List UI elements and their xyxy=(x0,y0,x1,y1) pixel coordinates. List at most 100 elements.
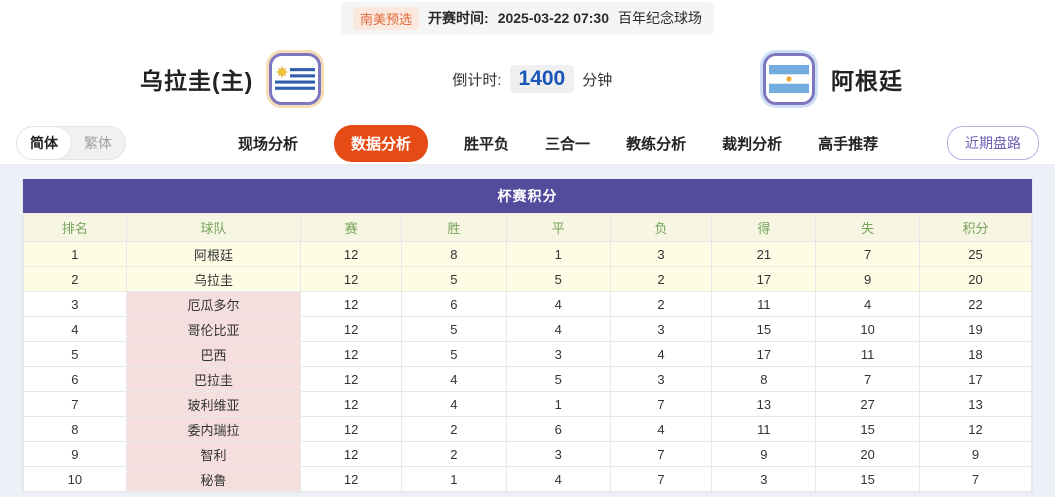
stat-cell: 17 xyxy=(711,266,817,292)
team-cell: 秘鲁 xyxy=(125,466,302,492)
stat-cell: 2 xyxy=(609,291,713,317)
lang-traditional[interactable]: 繁体 xyxy=(84,135,112,151)
stat-cell: 15 xyxy=(711,316,817,342)
venue: 百年纪念球场 xyxy=(618,10,702,26)
away-team-name: 阿根廷 xyxy=(831,68,903,94)
rank-cell: 6 xyxy=(23,366,127,392)
table-row: 4 哥伦比亚 12 5 4 3 15 10 19 xyxy=(23,316,1032,342)
stat-cell: 20 xyxy=(815,441,921,467)
countdown-unit: 分钟 xyxy=(582,71,613,89)
rank-cell: 5 xyxy=(23,341,127,367)
team-cell: 乌拉圭 xyxy=(125,266,302,292)
stat-cell: 3 xyxy=(505,341,611,367)
team-cell: 巴西 xyxy=(125,341,302,367)
stat-cell: 7 xyxy=(609,391,713,417)
stat-cell: 3 xyxy=(609,366,713,392)
rank-cell: 4 xyxy=(23,316,127,342)
standings-body: 1 阿根廷 12 8 1 3 21 7 25 2 乌拉圭 12 5 5 2 17 9 20 3 厄瓜多尔 12 6 4 2 11… xyxy=(23,241,1032,492)
stat-cell: 7 xyxy=(815,366,921,392)
stat-cell: 11 xyxy=(711,291,817,317)
column-header: 赛 xyxy=(300,213,402,242)
lang-simplified[interactable]: 简体 xyxy=(17,127,71,159)
column-header: 胜 xyxy=(400,213,507,242)
argentina-flag-icon xyxy=(763,53,815,105)
tab-3[interactable]: 胜平负 xyxy=(464,133,509,154)
stat-cell: 5 xyxy=(505,366,611,392)
match-header: 乌拉圭(主) 倒计时: 1400 分钟 xyxy=(0,36,1055,122)
column-header: 积分 xyxy=(919,213,1032,242)
stat-cell: 5 xyxy=(505,266,611,292)
stat-cell: 1 xyxy=(505,241,611,267)
column-header: 平 xyxy=(505,213,611,242)
stat-cell: 7 xyxy=(919,466,1032,492)
rank-cell: 8 xyxy=(23,416,127,442)
stat-cell: 12 xyxy=(300,466,402,492)
stat-cell: 4 xyxy=(505,291,611,317)
recent-odds-button[interactable]: 近期盘路 xyxy=(947,126,1039,160)
team-cell: 巴拉圭 xyxy=(125,366,302,392)
nav-bar: 简体 繁体 现场分析 数据分析 胜平负 三合一 教练分析 裁判分析 高手推荐 近期盘路 xyxy=(0,122,1055,165)
kickoff-label: 开赛时间: xyxy=(428,10,489,26)
column-header: 负 xyxy=(609,213,713,242)
table-row: 1 阿根廷 12 8 1 3 21 7 25 xyxy=(23,241,1032,267)
stat-cell: 3 xyxy=(505,441,611,467)
stat-cell: 17 xyxy=(919,366,1032,392)
stat-cell: 4 xyxy=(609,416,713,442)
tab-5[interactable]: 教练分析 xyxy=(626,133,686,154)
stat-cell: 2 xyxy=(400,416,507,442)
table-row: 7 玻利维亚 12 4 1 7 13 27 13 xyxy=(23,391,1032,417)
team-cell: 智利 xyxy=(125,441,302,467)
stat-cell: 7 xyxy=(609,441,713,467)
stat-cell: 12 xyxy=(300,316,402,342)
stat-cell: 21 xyxy=(711,241,817,267)
stat-cell: 1 xyxy=(505,391,611,417)
stat-cell: 11 xyxy=(815,341,921,367)
tab-1[interactable]: 现场分析 xyxy=(238,133,298,154)
language-toggle[interactable]: 简体 繁体 xyxy=(16,126,126,160)
countdown-label: 倒计时: xyxy=(452,71,502,89)
team-cell: 委内瑞拉 xyxy=(125,416,302,442)
home-team-name: 乌拉圭(主) xyxy=(140,68,254,94)
team-cell: 阿根廷 xyxy=(125,241,302,267)
stat-cell: 1 xyxy=(400,466,507,492)
stat-cell: 15 xyxy=(815,416,921,442)
stat-cell: 2 xyxy=(609,266,713,292)
stat-cell: 10 xyxy=(815,316,921,342)
column-header: 球队 xyxy=(125,213,302,242)
stat-cell: 11 xyxy=(711,416,817,442)
team-cell: 玻利维亚 xyxy=(125,391,302,417)
stat-cell: 4 xyxy=(505,466,611,492)
stat-cell: 12 xyxy=(300,441,402,467)
stat-cell: 12 xyxy=(300,416,402,442)
stat-cell: 5 xyxy=(400,266,507,292)
header-row: 排名 球队赛胜平负得失积分 xyxy=(23,213,1032,242)
table-row: 2 乌拉圭 12 5 5 2 17 9 20 xyxy=(23,266,1032,292)
stat-cell: 5 xyxy=(400,341,507,367)
stat-cell: 13 xyxy=(711,391,817,417)
stat-cell: 12 xyxy=(300,391,402,417)
stat-cell: 2 xyxy=(400,441,507,467)
stat-cell: 6 xyxy=(400,291,507,317)
table-row: 9 智利 12 2 3 7 9 20 9 xyxy=(23,441,1032,467)
stat-cell: 3 xyxy=(609,316,713,342)
top-info-bar: 南美预选 开赛时间: 2025-03-22 07:30 百年纪念球场 xyxy=(0,0,1055,36)
stat-cell: 6 xyxy=(505,416,611,442)
stat-cell: 12 xyxy=(300,291,402,317)
rank-cell: 9 xyxy=(23,441,127,467)
stat-cell: 9 xyxy=(711,441,817,467)
uruguay-flag-icon xyxy=(269,53,322,105)
stat-cell: 9 xyxy=(815,266,921,292)
analysis-tabs: 现场分析 数据分析 胜平负 三合一 教练分析 裁判分析 高手推荐 xyxy=(238,124,947,162)
stat-cell: 19 xyxy=(919,316,1032,342)
tab-7[interactable]: 高手推荐 xyxy=(818,133,878,154)
standings-table: 排名 球队赛胜平负得失积分 1 阿根廷 12 8 1 3 21 7 25 2 乌拉圭 12 5 5 2 17 9 2… xyxy=(23,213,1032,492)
stat-cell: 12 xyxy=(300,266,402,292)
table-row: 5 巴西 12 5 3 4 17 11 18 xyxy=(23,341,1032,367)
stat-cell: 8 xyxy=(711,366,817,392)
tab-4[interactable]: 三合一 xyxy=(545,133,590,154)
away-team-group: 阿根廷 xyxy=(763,53,903,105)
tab-2[interactable]: 数据分析 xyxy=(334,124,429,162)
table-row: 8 委内瑞拉 12 2 6 4 11 15 12 xyxy=(23,416,1032,442)
tab-6[interactable]: 裁判分析 xyxy=(722,133,782,154)
stat-cell: 3 xyxy=(609,241,713,267)
